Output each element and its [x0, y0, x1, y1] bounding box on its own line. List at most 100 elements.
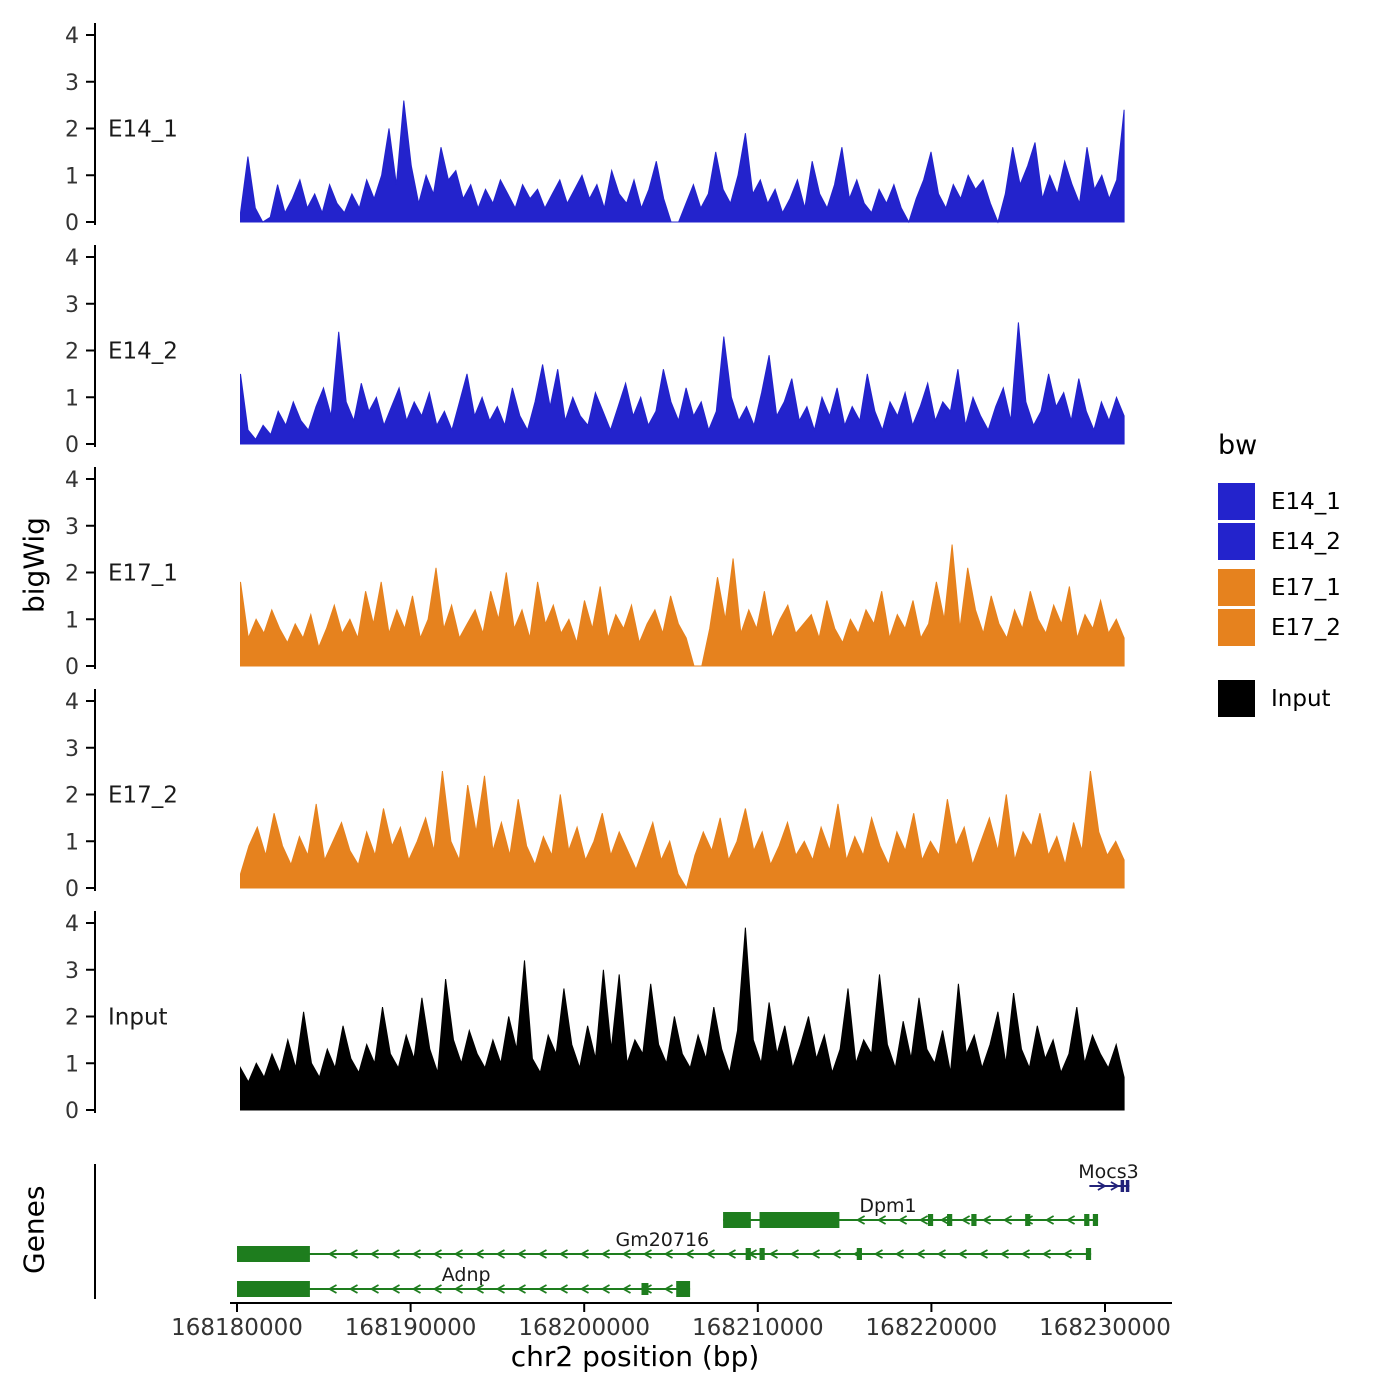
x-axis-layer: 168180000 168190000 168200000 168210000 1682… [171, 1302, 1172, 1341]
strand-arrow-icon [939, 1215, 950, 1225]
strand-arrow-icon [453, 1284, 463, 1294]
strand-arrow-icon [1044, 1215, 1055, 1225]
legend-entry-label: E17_1 [1271, 574, 1341, 601]
strand-arrow-icon [1097, 1181, 1107, 1191]
strand-arrow-icon [1065, 1215, 1076, 1225]
legend-swatch-E17_1 [1218, 569, 1255, 606]
y-tick-label: 3 [65, 737, 79, 762]
strand-arrow-icon [642, 1284, 652, 1294]
strand-arrow-icon [1002, 1215, 1013, 1225]
x-axis-title: chr2 position (bp) [510, 1340, 760, 1373]
track-label: E17_1 [108, 561, 178, 587]
legend-entry-label: E14_1 [1271, 488, 1341, 515]
strand-arrow-icon [390, 1284, 400, 1294]
gene-label: Gm20716 [615, 1229, 709, 1251]
signal-area [240, 544, 1125, 667]
legend-entry: E17_2 [1218, 609, 1341, 646]
exon-rect [1125, 1180, 1130, 1192]
exon-rect [1092, 1214, 1099, 1226]
legend-swatch-E14_1 [1218, 483, 1255, 520]
strand-arrow-icon [1062, 1249, 1072, 1259]
x-tick-label: 168210000 [692, 1315, 824, 1341]
legend: bw E14_1 E14_2 E17_1 E17_2 Input [1218, 430, 1341, 717]
y-tick-label: 4 [65, 468, 79, 493]
strand-arrow-icon [981, 1215, 992, 1225]
strand-arrow-icon [873, 1249, 883, 1259]
y-tick-label: 1 [65, 830, 79, 855]
strand-arrow-icon [537, 1284, 547, 1294]
strand-arrow-icon [1041, 1249, 1051, 1259]
strand-arrow-icon [705, 1249, 715, 1259]
strand-arrow-icon [855, 1215, 866, 1225]
signal-area [240, 100, 1125, 224]
legend-swatch-E14_2 [1218, 523, 1255, 560]
y-tick-label: 1 [65, 386, 79, 411]
strand-arrow-icon [960, 1215, 971, 1225]
strand-arrow-icon [684, 1249, 694, 1259]
exon-rect [971, 1214, 977, 1226]
legend-entry: E17_1 [1218, 569, 1341, 606]
strand-arrow-icon [495, 1249, 505, 1259]
strand-arrow-icon [474, 1249, 484, 1259]
strand-arrow-icon [327, 1284, 337, 1294]
legend-entry-label: Input [1271, 685, 1331, 712]
exon-rect [237, 1246, 310, 1262]
y-tick-label: 3 [65, 71, 79, 96]
strand-arrow-icon [747, 1249, 757, 1259]
strand-arrow-icon [495, 1284, 505, 1294]
legend-title: bw [1218, 430, 1258, 461]
exon-rect [927, 1214, 934, 1226]
strand-arrow-icon [936, 1249, 946, 1259]
strand-arrow-icon [579, 1284, 589, 1294]
strand-arrow-icon [453, 1249, 463, 1259]
exon-rect [759, 1212, 840, 1228]
y-tick-label: 4 [65, 690, 79, 715]
strand-arrow-icon [516, 1249, 526, 1259]
strand-arrow-icon [663, 1284, 673, 1294]
legend-entry: E14_1 [1218, 483, 1341, 520]
strand-arrow-icon [537, 1249, 547, 1259]
exon-rect [1085, 1248, 1092, 1260]
y-tick-label: 3 [65, 515, 79, 540]
exon-rect [1084, 1214, 1090, 1226]
strand-arrow-icon [897, 1215, 908, 1225]
exon-rect [723, 1212, 751, 1228]
signal-area [240, 771, 1125, 890]
legend-swatch-Input [1218, 680, 1255, 717]
y-tick-label: 2 [65, 562, 79, 587]
strand-arrow-icon [1023, 1215, 1034, 1225]
exon-rect [237, 1281, 310, 1297]
strand-arrow-icon [621, 1249, 631, 1259]
legend-entry: E14_2 [1218, 523, 1341, 560]
y-tick-label: 0 [65, 211, 79, 236]
y-tick-label: 2 [65, 784, 79, 809]
strand-arrow-icon [918, 1215, 929, 1225]
strand-arrow-icon [600, 1249, 610, 1259]
strand-arrow-icon [432, 1249, 442, 1259]
exon-rect [1120, 1180, 1125, 1192]
strand-arrow-icon [1110, 1181, 1120, 1191]
strand-arrow-icon [894, 1249, 904, 1259]
exon-rect [947, 1214, 953, 1226]
strand-arrow-icon [558, 1249, 568, 1259]
x-tick-label: 168190000 [345, 1315, 477, 1341]
strand-arrow-icon [558, 1284, 568, 1294]
strand-arrow-icon [621, 1284, 631, 1294]
strand-arrow-icon [369, 1249, 379, 1259]
legend-entries: E14_1 E14_2 E17_1 E17_2 Input [1218, 483, 1341, 717]
y-tick-label: 2 [65, 118, 79, 143]
strand-arrow-icon [852, 1249, 862, 1259]
strand-arrow-icon [663, 1249, 673, 1259]
strand-arrow-icon [369, 1284, 379, 1294]
strand-arrow-icon [768, 1249, 778, 1259]
y-tick-label: 3 [65, 959, 79, 984]
gene-label: Mocs3 [1078, 1161, 1138, 1183]
y-tick-label: 2 [65, 340, 79, 365]
strand-arrow-icon [831, 1249, 841, 1259]
x-tick-label: 168220000 [866, 1315, 998, 1341]
y-axis-title: bigWig [17, 517, 51, 613]
tracks-layer: 0 1 2 3 4 E14_1 0 1 2 3 4 E14_2 0 1 2 3 4 E17_1 0 1 2 3 4 E17_2… [65, 23, 1125, 1124]
legend-swatch-E17_2 [1218, 609, 1255, 646]
exon-rect [676, 1281, 691, 1297]
